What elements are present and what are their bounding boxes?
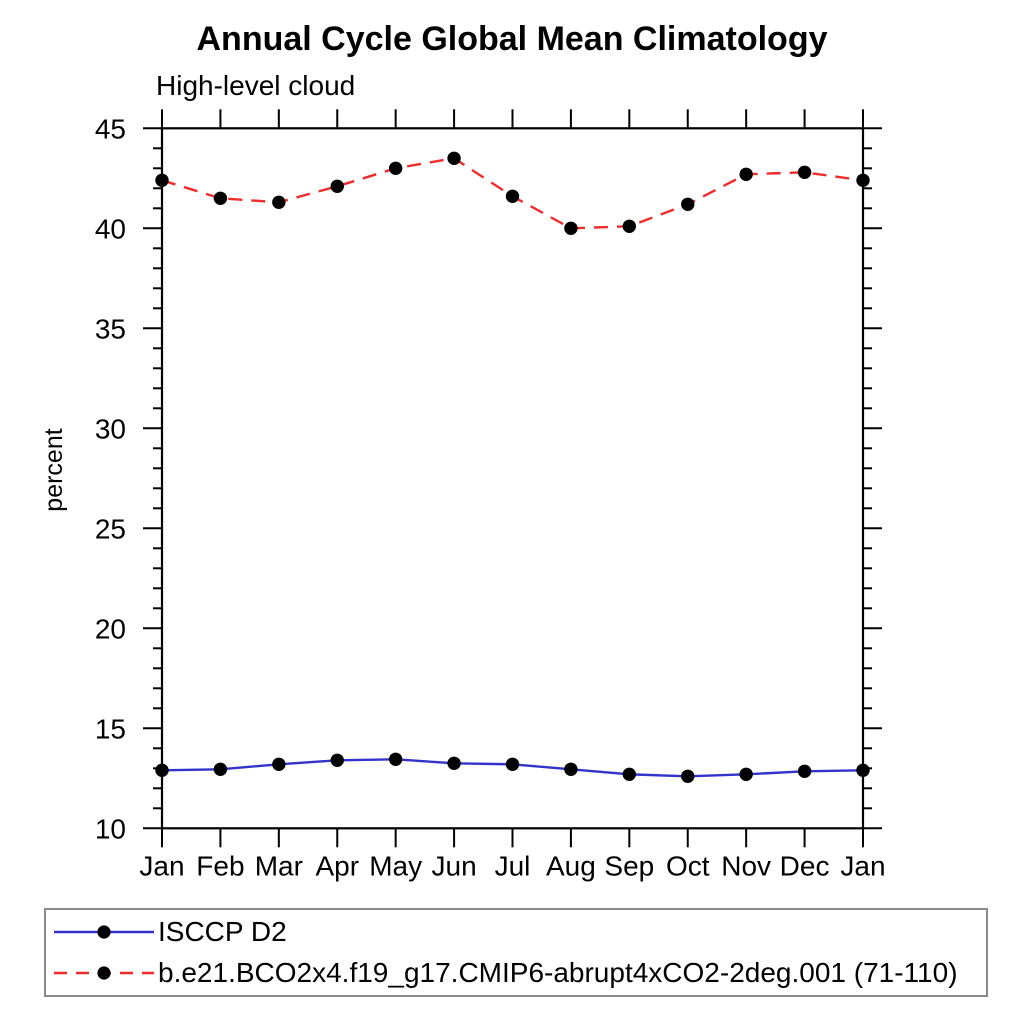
x-tick-label: Apr: [315, 850, 359, 881]
x-tick-label: Mar: [255, 850, 303, 881]
data-point: [330, 753, 344, 767]
x-tick-label: Oct: [666, 850, 710, 881]
y-tick-label: 20: [95, 613, 126, 644]
data-point: [797, 165, 812, 179]
legend-label-model-run: b.e21.BCO2x4.f19_g17.CMIP6-abrupt4xCO2-2…: [158, 957, 958, 988]
x-tick-label: Jul: [495, 850, 531, 881]
data-point: [505, 189, 520, 203]
series-1: [155, 151, 870, 235]
legend-marker-dot: [97, 966, 111, 980]
x-tick-label: Sep: [604, 850, 654, 881]
y-tick-label: 40: [95, 213, 126, 244]
y-tick-label: 25: [95, 513, 126, 544]
data-point: [681, 197, 695, 211]
data-point: [622, 219, 637, 233]
x-tick-label: Aug: [546, 850, 596, 881]
x-tick-label: Jan: [840, 850, 885, 881]
legend-box: ISCCP D2 b.e21.BCO2x4.f19_g17.CMIP6-abru…: [44, 908, 988, 997]
legend-entry-isccp-d2: ISCCP D2: [46, 912, 986, 953]
legend-entry-model-run: b.e21.BCO2x4.f19_g17.CMIP6-abrupt4xCO2-2…: [46, 953, 986, 994]
chart-title: Annual Cycle Global Mean Climatology: [196, 20, 828, 58]
y-axis-ticks: 10 15 20 25 30 35 40 45: [95, 113, 882, 844]
x-tick-label: May: [369, 850, 422, 881]
data-point: [330, 179, 344, 193]
data-point: [856, 763, 870, 777]
y-tick-label: 30: [95, 413, 126, 444]
x-tick-label: Jun: [432, 850, 477, 881]
y-axis-title: percent: [40, 428, 68, 511]
legend-marker-dot: [97, 925, 111, 939]
x-axis-ticks: Jan Feb Mar Apr May Jun Jul Aug Sep Oct Nov Dec Jan: [139, 109, 886, 881]
plot-area: 10 15 20 25 30 35 40 45 Jan Feb Mar Apr May Jun Jul Aug…: [40, 109, 886, 881]
data-point: [622, 767, 637, 781]
data-point: [447, 151, 461, 165]
series-0: [155, 752, 870, 783]
data-point: [505, 757, 520, 771]
y-tick-label: 45: [95, 113, 126, 144]
y-tick-label: 15: [95, 713, 126, 744]
data-point: [213, 191, 228, 205]
x-tick-label: Feb: [196, 850, 244, 881]
legend-line-sample-dashed: [54, 966, 154, 980]
data-point: [155, 763, 169, 777]
data-point: [213, 762, 228, 776]
data-point: [155, 173, 169, 187]
axes: [160, 127, 865, 830]
data-point: [797, 764, 812, 778]
data-point: [856, 173, 870, 187]
data-point: [564, 221, 578, 235]
data-point: [739, 767, 753, 781]
y-tick-label: 35: [95, 313, 126, 344]
data-point: [564, 762, 578, 776]
data-point: [447, 756, 461, 770]
data-point: [388, 161, 403, 175]
data-point: [272, 195, 286, 209]
x-tick-label: Nov: [721, 850, 771, 881]
chart-subtitle: High-level cloud: [156, 70, 356, 101]
x-tick-label: Dec: [780, 850, 830, 881]
y-tick-label: 10: [95, 813, 126, 844]
legend-line-sample-solid: [54, 925, 154, 939]
data-point: [681, 769, 695, 783]
legend-label-isccp-d2: ISCCP D2: [158, 916, 287, 947]
x-tick-label: Jan: [139, 850, 184, 881]
data-point: [388, 752, 403, 766]
data-point: [272, 757, 286, 771]
data-point: [739, 167, 753, 181]
